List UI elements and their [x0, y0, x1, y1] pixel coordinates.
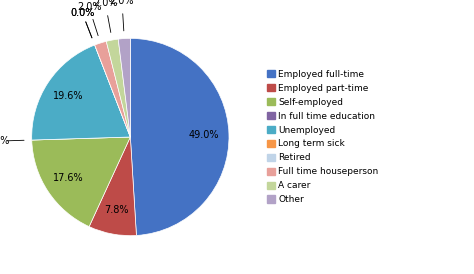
- Text: 49.0%: 49.0%: [189, 130, 219, 140]
- Wedge shape: [89, 137, 137, 236]
- Wedge shape: [106, 39, 130, 137]
- Text: 17.6%: 17.6%: [54, 173, 84, 183]
- Legend: Employed full-time, Employed part-time, Self-employed, In full time education, U: Employed full-time, Employed part-time, …: [263, 66, 383, 208]
- Wedge shape: [32, 45, 130, 140]
- Text: 2.0%: 2.0%: [93, 0, 118, 8]
- Wedge shape: [32, 137, 130, 140]
- Wedge shape: [32, 137, 130, 227]
- Text: 0.0%: 0.0%: [0, 136, 9, 146]
- Wedge shape: [118, 38, 130, 137]
- Wedge shape: [95, 41, 130, 137]
- Text: 7.8%: 7.8%: [104, 205, 129, 215]
- Text: 0.0%: 0.0%: [70, 8, 94, 18]
- Wedge shape: [95, 45, 130, 137]
- Text: 0.0%: 0.0%: [70, 8, 94, 18]
- Text: 19.6%: 19.6%: [54, 91, 84, 101]
- Wedge shape: [95, 45, 130, 137]
- Wedge shape: [130, 38, 229, 235]
- Text: 2.0%: 2.0%: [77, 2, 101, 12]
- Text: 2.0%: 2.0%: [109, 0, 134, 6]
